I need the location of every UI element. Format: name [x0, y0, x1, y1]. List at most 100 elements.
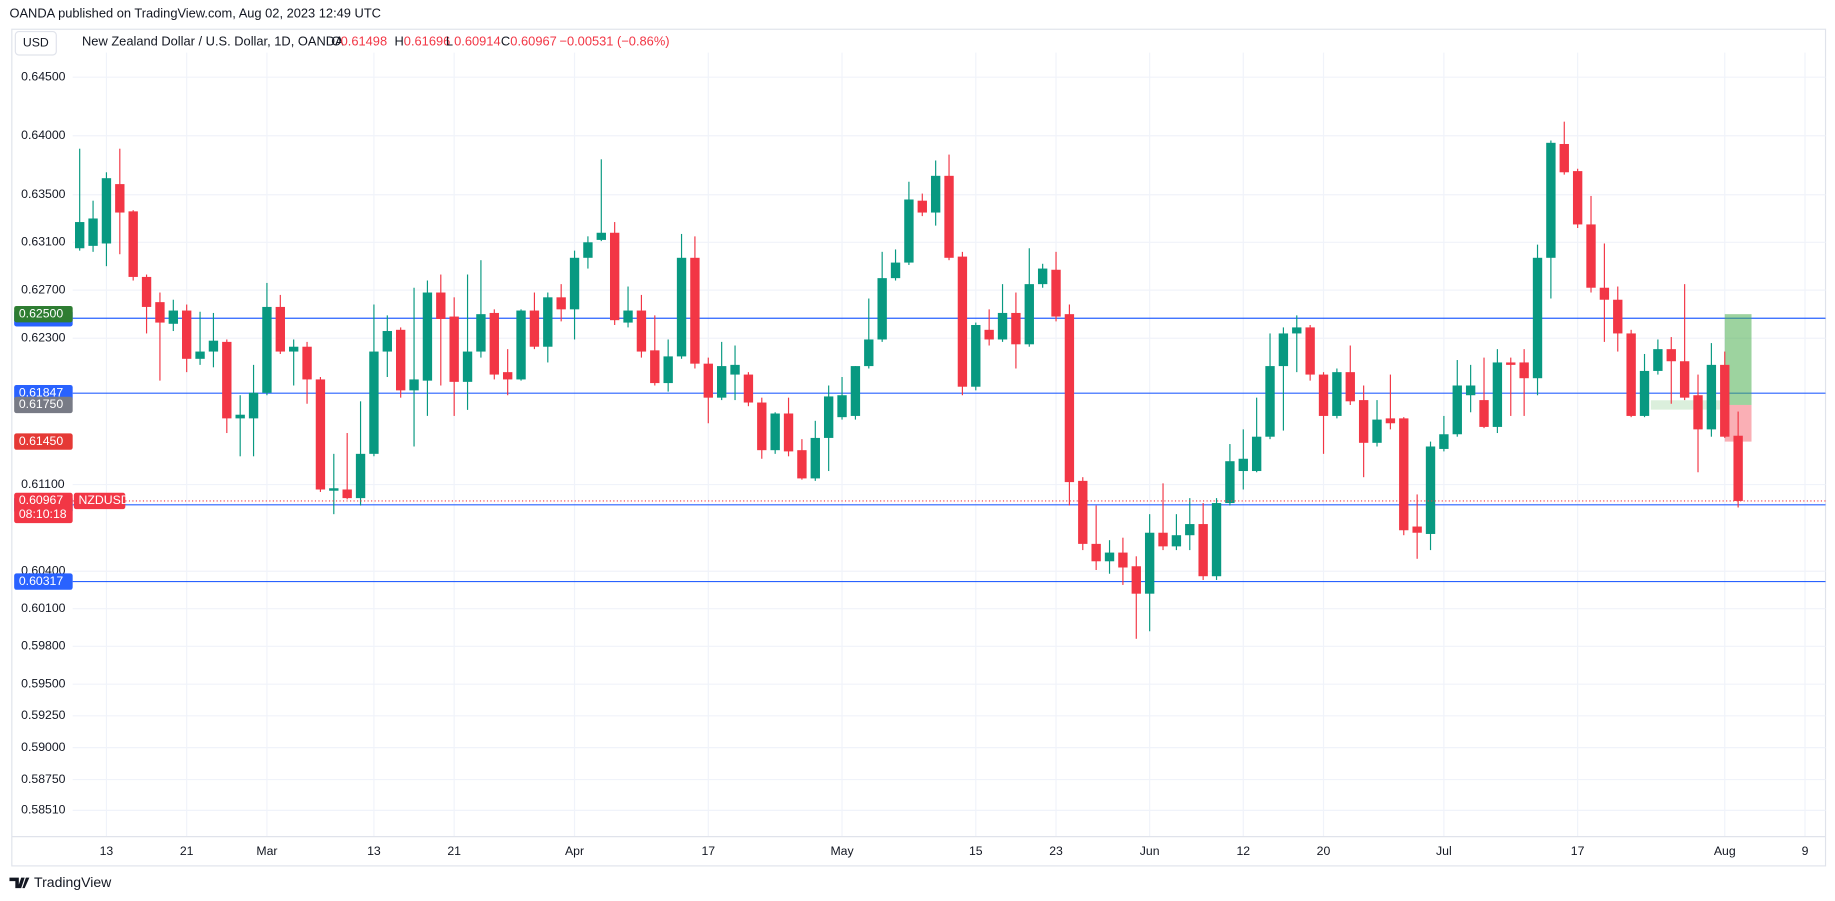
candle-body [1064, 314, 1075, 483]
candle-body [502, 372, 513, 380]
candle-body [1225, 461, 1235, 504]
x-tick-label: Aug [1714, 844, 1736, 858]
target-tag-bg [14, 305, 73, 323]
candle-body [155, 302, 165, 323]
y-tick-label: 0.58750 [21, 772, 66, 786]
y-tick-label: 0.59500 [21, 676, 66, 690]
x-tick-label: 17 [1571, 844, 1585, 858]
y-tick-label: 0.63100 [21, 235, 66, 249]
candle-body [1412, 526, 1422, 533]
countdown: 08:10:18 [19, 507, 67, 521]
y-tick-label: 0.62700 [21, 282, 66, 296]
candle-body [984, 329, 994, 340]
candle-body [1559, 143, 1569, 173]
high-value: 0.61696 [404, 34, 450, 49]
y-tick-label: 0.59800 [21, 639, 66, 653]
candle-body [1679, 361, 1690, 398]
candle-body [489, 312, 499, 375]
candle-body [342, 489, 352, 499]
stop-tag-bg [14, 433, 73, 450]
x-tick-label: 21 [180, 844, 194, 858]
candle-body [1091, 543, 1101, 562]
entry-tag: 0.61750 [19, 397, 64, 411]
candle-body [997, 312, 1008, 340]
candle-body [743, 374, 754, 403]
candle-body [1251, 436, 1262, 472]
candle-body [302, 346, 312, 380]
candle-body [823, 396, 834, 438]
candle-body [917, 200, 927, 213]
candle-body [783, 413, 794, 452]
candle-body [1733, 435, 1743, 501]
candle-body [1158, 532, 1168, 547]
candle-body [1506, 362, 1516, 365]
candle-body [1185, 524, 1195, 536]
chart-title: New Zealand Dollar / U.S. Dollar, 1D, OA… [82, 34, 344, 49]
candle-body [690, 257, 700, 364]
x-tick-label: Jul [1436, 844, 1452, 858]
candle-body [248, 392, 259, 419]
candle-body [1278, 333, 1289, 367]
candle-body [569, 257, 580, 310]
candle-body [609, 232, 620, 321]
candle-body [235, 414, 245, 419]
close-value: 0.60967 [510, 34, 556, 49]
candle-body [1519, 362, 1529, 379]
brand: TradingView [34, 874, 112, 890]
candle-body [663, 356, 673, 384]
candle-body [1211, 503, 1222, 577]
candle-body [1332, 372, 1342, 416]
candle-body [703, 363, 713, 398]
level-tag: 0.61847 [19, 385, 64, 399]
candle-body [369, 351, 379, 454]
candle-body [315, 379, 326, 490]
candle-body [1238, 458, 1248, 472]
candle-body [1439, 434, 1449, 449]
candle-body [676, 257, 687, 357]
candle-body [1693, 395, 1703, 430]
candle-body [1265, 366, 1275, 437]
frame [11, 28, 1827, 867]
x-tick-label: 15 [969, 844, 983, 858]
candle-body [543, 297, 553, 347]
level-tag-bg [14, 573, 73, 590]
candle-body [1492, 362, 1503, 427]
low-label: L [446, 34, 453, 49]
candle-body [195, 351, 205, 359]
candle-body [1465, 385, 1476, 396]
candle-body [1198, 524, 1208, 577]
candle-body [1104, 552, 1115, 562]
candle-body [1318, 374, 1329, 416]
close-label: C [501, 34, 510, 49]
candle-body [409, 379, 419, 391]
candle-body [930, 175, 941, 213]
low-value: 0.60914 [454, 34, 500, 49]
logo-icon [9, 877, 30, 889]
candle-body [1399, 418, 1409, 531]
y-tick-label: 0.63500 [21, 187, 66, 201]
candle-body [716, 366, 727, 398]
x-tick-label: Mar [256, 844, 277, 858]
x-tick-label: 21 [447, 844, 461, 858]
currency[interactable]: USD [23, 36, 49, 50]
candle-body [1078, 480, 1088, 544]
candle-body [1292, 327, 1302, 334]
currency-button[interactable] [14, 31, 57, 56]
candle-body [1586, 224, 1596, 288]
candle-body [1599, 287, 1610, 300]
open-value: 0.61498 [341, 34, 387, 49]
candle-body [890, 262, 901, 279]
source: OANDA published on TradingView.com, Aug … [9, 5, 380, 20]
y-tick-label: 0.61100 [21, 477, 65, 491]
target-tag: 0.62500 [19, 306, 64, 320]
candle-body [877, 278, 887, 340]
x-tick-label: Apr [565, 844, 584, 858]
candle-body [382, 331, 392, 352]
x-tick-label: Jun [1140, 844, 1160, 858]
candle-body [476, 314, 486, 352]
x-tick-label: 12 [1236, 844, 1250, 858]
candle-body [141, 276, 152, 307]
candle-body [864, 339, 874, 367]
y-tick-label: 0.64500 [21, 69, 66, 83]
candle-body [1626, 333, 1636, 416]
